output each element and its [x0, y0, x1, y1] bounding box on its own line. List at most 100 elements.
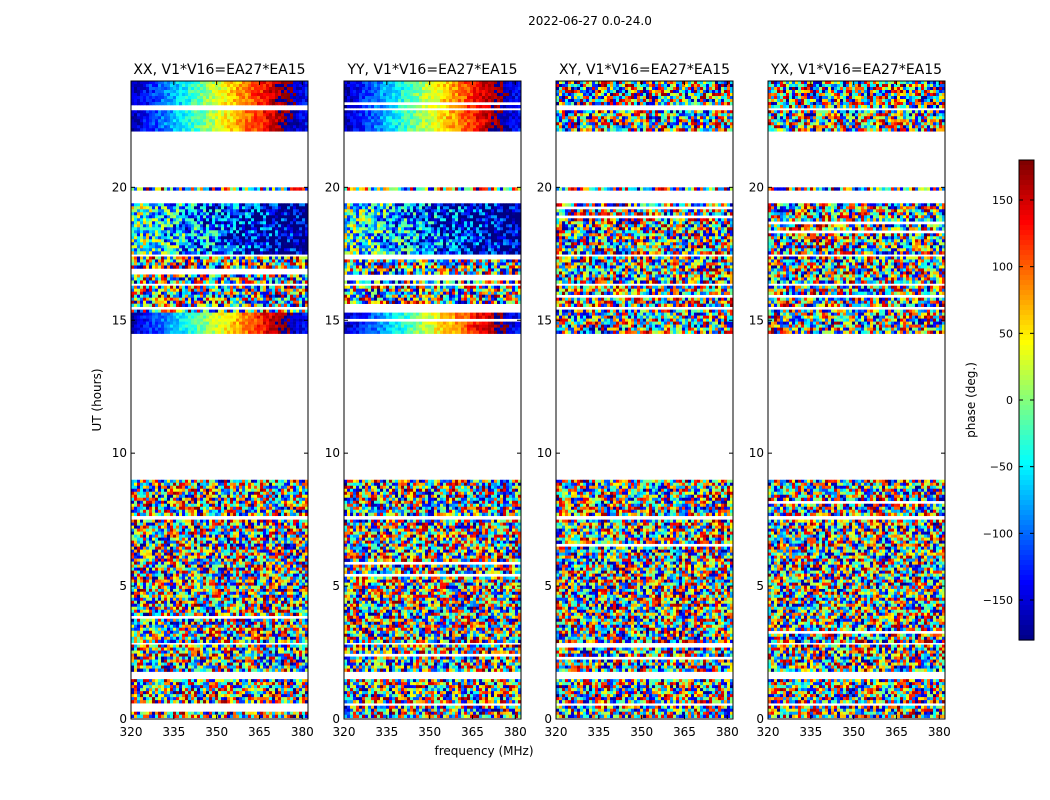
panel-frame: [343, 80, 522, 720]
x-tick-label: 365: [248, 725, 271, 739]
x-tick-label: 335: [162, 725, 185, 739]
colorbar-segment: [1019, 390, 1034, 396]
colorbar-segment: [1019, 220, 1034, 226]
x-tick-label: 320: [757, 725, 780, 739]
x-tick-label: 350: [205, 725, 228, 739]
colorbar-segment: [1019, 245, 1034, 251]
colorbar-segment: [1019, 470, 1034, 476]
x-tick-label: 350: [842, 725, 865, 739]
colorbar-segment: [1019, 635, 1034, 641]
colorbar-segment: [1019, 300, 1034, 306]
colorbar-segment: [1019, 455, 1034, 461]
y-tick-label: 5: [332, 579, 340, 593]
colorbar-segment: [1019, 235, 1034, 241]
panel-title: XX, V1*V16=EA27*EA15: [133, 62, 305, 78]
colorbar-segment: [1019, 450, 1034, 456]
x-tick-label: 335: [587, 725, 610, 739]
colorbar-segment: [1019, 275, 1034, 281]
y-tick-label: 5: [756, 579, 764, 593]
colorbar-segment: [1019, 260, 1034, 266]
panel-frame: [555, 80, 734, 720]
colorbar-segment: [1019, 495, 1034, 501]
y-tick-label: 10: [537, 446, 552, 460]
panel-2: YY, V1*V16=EA27*EA15 320 335 350 365 380 0 5 10 1…: [325, 62, 527, 739]
colorbar-segment: [1019, 200, 1034, 206]
panel-1: XX, V1*V16=EA27*EA15 320 335 350 365 380 0 5 10 1…: [112, 62, 314, 739]
panel-title: YX, V1*V16=EA27*EA15: [770, 62, 942, 78]
colorbar-segment: [1019, 350, 1034, 356]
x-tick-label: 380: [504, 725, 527, 739]
colorbar-segment: [1019, 525, 1034, 531]
colorbar-segment: [1019, 465, 1034, 471]
x-tick-label: 365: [885, 725, 908, 739]
y-axis-label: UT (hours): [90, 368, 104, 431]
colorbar-segment: [1019, 265, 1034, 271]
colorbar-segment: [1019, 530, 1034, 536]
colorbar-segment: [1019, 560, 1034, 566]
x-tick-label: 380: [928, 725, 951, 739]
x-tick-label: 320: [545, 725, 568, 739]
colorbar-segment: [1019, 340, 1034, 346]
heatmap-cells: [344, 81, 521, 719]
panel-frame: [130, 80, 309, 720]
y-tick-label: 0: [544, 712, 552, 726]
colorbar-segment: [1019, 490, 1034, 496]
y-tick-label: 0: [119, 712, 127, 726]
colorbar-segment: [1019, 500, 1034, 506]
colorbar-segment: [1019, 540, 1034, 546]
colorbar-segment: [1019, 310, 1034, 316]
colorbar-segment: [1019, 445, 1034, 451]
colorbar-segment: [1019, 335, 1034, 341]
x-tick-label: 365: [461, 725, 484, 739]
colorbar-segment: [1019, 280, 1034, 286]
colorbar-segment: [1019, 460, 1034, 466]
colorbar-segment: [1019, 535, 1034, 541]
colorbar-segment: [1019, 290, 1034, 296]
colorbar-segment: [1019, 615, 1034, 621]
colorbar-label: phase (deg.): [964, 362, 978, 438]
colorbar-segment: [1019, 555, 1034, 561]
colorbar-segment: [1019, 210, 1034, 216]
heatmap-cells: [768, 81, 945, 719]
x-tick-label: 335: [375, 725, 398, 739]
x-tick-label: 320: [333, 725, 356, 739]
colorbar-segment: [1019, 185, 1034, 191]
y-tick-label: 10: [749, 446, 764, 460]
x-axis-label: frequency (MHz): [434, 744, 533, 758]
colorbar-segment: [1019, 485, 1034, 491]
colorbar-segment: [1019, 415, 1034, 421]
colorbar-segment: [1019, 325, 1034, 331]
colorbar-segment: [1019, 195, 1034, 201]
colorbar-segment: [1019, 215, 1034, 221]
colorbar-segment: [1019, 610, 1034, 616]
panel-3: XY, V1*V16=EA27*EA15 320 335 350 365 380 0 5 10 1…: [537, 62, 739, 739]
colorbar-segment: [1019, 395, 1034, 401]
panel-4: YX, V1*V16=EA27*EA15 320 335 350 365 380 0 5 10 1…: [749, 62, 951, 739]
colorbar-segment: [1019, 180, 1034, 186]
heatmap-cells: [556, 81, 733, 719]
colorbar-segment: [1019, 170, 1034, 176]
colorbar-segment: [1019, 545, 1034, 551]
y-tick-label: 20: [112, 180, 127, 194]
colorbar-segment: [1019, 360, 1034, 366]
colorbar-segment: [1019, 565, 1034, 571]
panels-group: XX, V1*V16=EA27*EA15 320 335 350 365 380 0 5 10 1…: [112, 62, 951, 739]
y-tick-label: 15: [112, 313, 127, 327]
colorbar-tick-label: 100: [992, 261, 1013, 274]
colorbar-segment: [1019, 510, 1034, 516]
colorbar-segment: [1019, 230, 1034, 236]
colorbar-segment: [1019, 225, 1034, 231]
colorbar-segment: [1019, 435, 1034, 441]
colorbar-segment: [1019, 240, 1034, 246]
y-tick-label: 10: [112, 446, 127, 460]
colorbar-tick-label: 50: [999, 327, 1013, 340]
colorbar-segment: [1019, 255, 1034, 261]
colorbar-segment: [1019, 575, 1034, 581]
colorbar-segment: [1019, 580, 1034, 586]
y-tick-label: 20: [749, 180, 764, 194]
colorbar-segment: [1019, 590, 1034, 596]
colorbar-segment: [1019, 365, 1034, 371]
colorbar-segment: [1019, 385, 1034, 391]
colorbar-segment: [1019, 175, 1034, 181]
